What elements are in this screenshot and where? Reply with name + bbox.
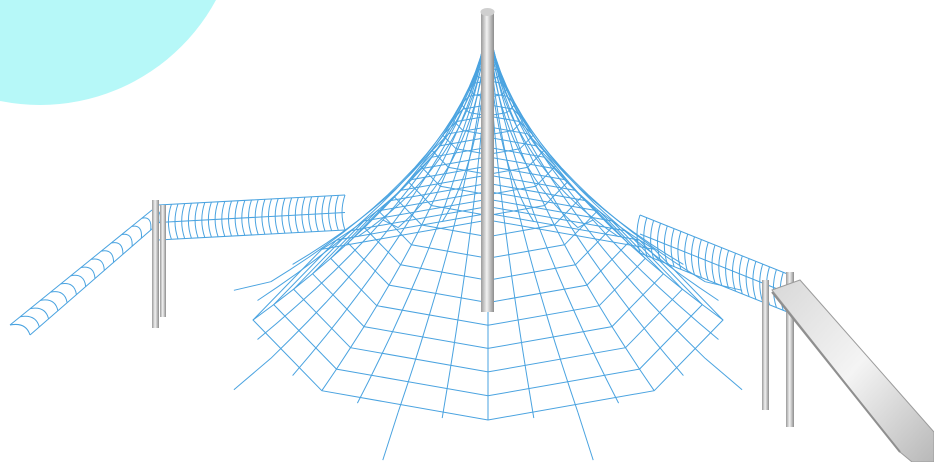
left-post (152, 200, 159, 328)
radial-rope (270, 11, 489, 283)
decor-circle (0, 0, 216, 105)
ladder-rung (111, 242, 124, 255)
right-tunnel-ring (657, 223, 661, 262)
right-tunnel-ring (738, 255, 743, 295)
ladder-rung (91, 258, 105, 271)
right-tunnel-ring (772, 269, 777, 308)
ring-rope (311, 198, 665, 349)
ring-rope (467, 80, 509, 98)
left-bridge-ring (201, 202, 206, 238)
left-bridge-ring (234, 200, 239, 236)
ring-rope (292, 205, 684, 373)
ring-rope (252, 219, 724, 421)
ladder-rung (50, 291, 68, 303)
right-tunnel-ring (670, 228, 675, 267)
left-bridge-ring (187, 203, 192, 239)
left-bridge-ring (268, 198, 272, 235)
ring-rope (431, 126, 545, 175)
right-tunnel-ring (759, 263, 764, 303)
right-tunnel-ring (691, 236, 695, 275)
left-bridge-ring (181, 203, 186, 239)
left-bridge-ring (174, 203, 179, 240)
right-tunnel-ring (677, 231, 682, 270)
ring-rope (330, 190, 646, 326)
ring-rope (273, 212, 703, 397)
left-bridge-ring (167, 204, 172, 240)
left-bridge-ring (194, 202, 199, 239)
ring-rope (474, 67, 502, 80)
left-bridge-ring (261, 199, 266, 235)
left-bridge-ring (341, 194, 346, 231)
left-bridge-ring (308, 196, 313, 232)
ladder-rung (40, 299, 59, 311)
left-bridge-ring (294, 197, 299, 233)
right-post (762, 280, 769, 410)
right-tunnel-ring (745, 258, 750, 297)
anchor-rope (382, 219, 399, 229)
ladder-rung (20, 315, 40, 328)
left-bridge-ring (288, 197, 293, 234)
ladder-rung (30, 307, 50, 320)
anchor-rope (382, 412, 399, 461)
anchor-rope (704, 357, 743, 391)
ring-rope (451, 104, 525, 136)
right-tunnel-ring (732, 253, 736, 292)
ring-rope (347, 182, 629, 304)
ring-rope (460, 92, 516, 117)
ladder-rung (101, 250, 115, 263)
left-bridge-ring (301, 196, 306, 233)
left-bridge-ring (241, 200, 246, 236)
right-tunnel-ring (650, 220, 655, 259)
center-pole (481, 12, 494, 312)
anchor-rope (233, 357, 272, 391)
ladder-rung (121, 233, 133, 247)
anchor-rope (577, 219, 594, 229)
left-bridge-ring (214, 201, 219, 237)
ring-rope (363, 174, 613, 281)
left-post-2 (160, 205, 166, 317)
anchor-rope (233, 281, 272, 291)
left-bridge-ring (221, 201, 226, 237)
right-tunnel-ring (711, 244, 716, 284)
left-bridge-ring (274, 198, 279, 234)
right-tunnel-ring (663, 225, 668, 265)
pole-cap (480, 8, 495, 16)
right-tunnel-ring (704, 242, 709, 281)
ladder-rung (70, 274, 87, 287)
ladder-rung (141, 217, 152, 231)
right-tunnel-ring (643, 217, 648, 256)
left-bridge-ring (207, 201, 212, 238)
radial-rope (292, 11, 489, 265)
right-post-2 (786, 272, 794, 427)
left-bridge-ring (248, 199, 252, 236)
left-bridge-ring (254, 199, 259, 235)
right-tunnel-ring (752, 261, 757, 300)
left-bridge-ring (321, 195, 326, 232)
right-tunnel-ring (697, 239, 702, 278)
left-bridge-ring (281, 198, 286, 234)
slide-rail (771, 291, 901, 453)
ladder-rung (60, 282, 77, 295)
right-tunnel-ring (725, 250, 730, 289)
ladder-rung (131, 225, 143, 239)
right-tunnel-ring (636, 214, 641, 254)
left-bridge-ring (314, 196, 319, 232)
left-bridge-ring (228, 200, 232, 237)
ladder-rung (80, 266, 96, 279)
anchor-rope (577, 412, 594, 461)
right-tunnel-ring (684, 233, 689, 273)
right-tunnel-ring (718, 247, 723, 286)
left-bridge-ring (328, 195, 333, 231)
left-bridge-ring (334, 195, 339, 231)
ladder-rung (9, 324, 31, 336)
ring-rope (407, 146, 569, 217)
